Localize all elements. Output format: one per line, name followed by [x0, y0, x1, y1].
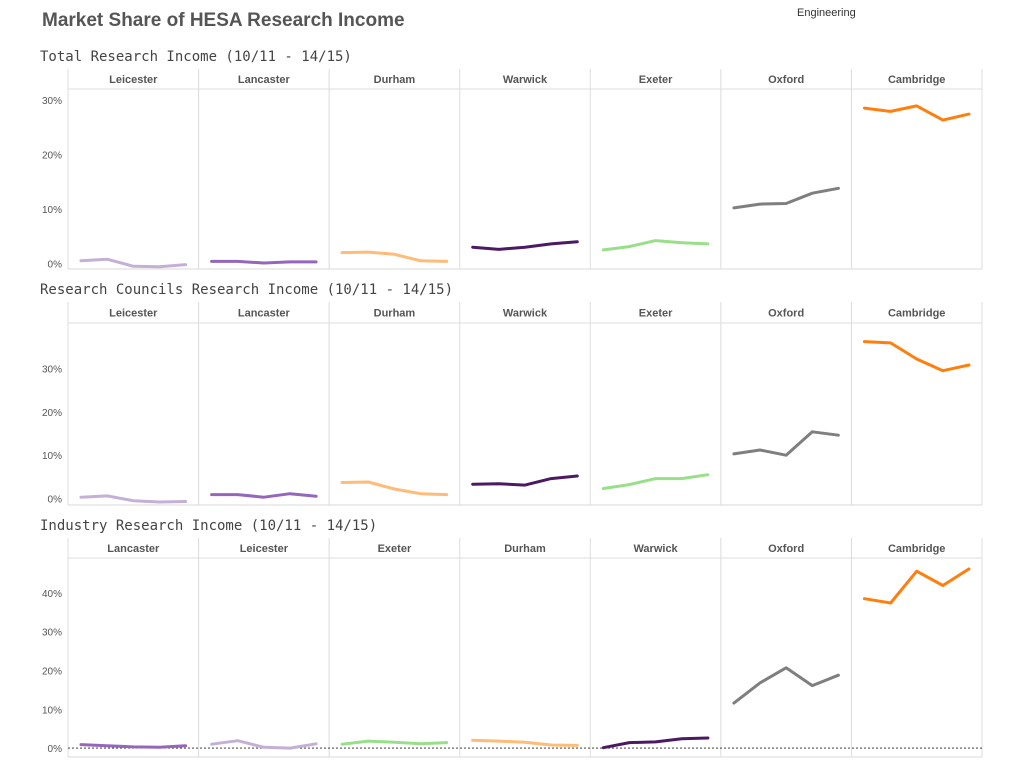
chart-3-panel-header-cambridge: Cambridge [888, 543, 945, 555]
chart-1-panel-header-leicester: Leicester [109, 74, 158, 86]
chart-1-panel-header-exeter: Exeter [639, 74, 673, 86]
chart-3-panel-header-warwick: Warwick [633, 543, 678, 555]
chart-3-panel-header-exeter: Exeter [378, 543, 412, 555]
chart-1-series-line-oxford [732, 186, 840, 210]
chart-2-y-tick-label: 20% [42, 408, 62, 419]
chart-3-series-line-oxford [732, 666, 840, 705]
chart-1-series-line-warwick [471, 240, 579, 251]
chart-2-panel-header-leicester: Leicester [109, 308, 158, 320]
chart-1-panel-header-durham: Durham [374, 74, 416, 86]
chart-1-series-line-exeter [601, 239, 710, 252]
chart-3-title: Industry Research Income (10/11 - 14/15) [40, 518, 377, 534]
chart-2-series-line-durham [340, 480, 449, 497]
chart-2-panel-header-cambridge: Cambridge [888, 308, 945, 320]
chart-3-y-tick-label: 30% [42, 628, 62, 639]
chart-2-panel-header-lancaster: Lancaster [238, 308, 291, 320]
chart-2-y-tick-label: 0% [48, 495, 63, 506]
chart-1-series-line-lancaster [210, 259, 318, 265]
chart-2-series-line-cambridge [862, 340, 971, 373]
chart-3-series-line-durham [471, 738, 579, 747]
chart-2-series-line-warwick [471, 474, 579, 487]
chart-2-panel-header-durham: Durham [374, 308, 416, 320]
page-title: Market Share of HESA Research Income [42, 10, 405, 31]
chart-3-panel-header-lancaster: Lancaster [107, 543, 160, 555]
chart-1-series-line-durham [340, 250, 449, 263]
chart-3-y-tick-label: 40% [42, 589, 62, 600]
chart-3-series-line-leicester [210, 739, 318, 750]
chart-2-panel-header-exeter: Exeter [639, 308, 673, 320]
chart-2-series-line-exeter [601, 473, 710, 490]
chart-1-y-tick-label: 10% [42, 205, 62, 216]
chart-1-y-tick-label: 20% [42, 150, 62, 161]
chart-3-series-line-lancaster [79, 743, 188, 749]
chart-2-y-tick-label: 30% [42, 365, 62, 376]
chart-3-panel-header-leicester: Leicester [240, 543, 289, 555]
chart-1-y-tick-label: 30% [42, 96, 62, 107]
chart-1-panel-header-warwick: Warwick [503, 74, 548, 86]
chart-1-panel-header-cambridge: Cambridge [888, 74, 945, 86]
chart-3-series-line-exeter [340, 739, 449, 746]
chart-2-panel-header-oxford: Oxford [768, 308, 804, 320]
chart-2-series-line-lancaster [210, 492, 318, 499]
chart-3-y-tick-label: 0% [48, 744, 63, 755]
chart-1-y-tick-label: 0% [48, 260, 63, 271]
chart-1-panel-header-oxford: Oxford [768, 74, 804, 86]
chart-1-panel-header-lancaster: Lancaster [238, 74, 291, 86]
chart-3-panel-header-oxford: Oxford [768, 543, 804, 555]
chart-2-y-tick-label: 10% [42, 451, 62, 462]
filter-label: Engineering [797, 7, 856, 19]
chart-3-y-tick-label: 10% [42, 705, 62, 716]
chart-1-series-line-cambridge [862, 104, 971, 122]
chart-3-y-tick-label: 20% [42, 666, 62, 677]
chart-2-panel-header-warwick: Warwick [503, 308, 548, 320]
chart-1-title: Total Research Income (10/11 - 14/15) [40, 49, 352, 65]
chart-3-series-line-cambridge [862, 567, 971, 605]
chart-2-series-line-oxford [732, 430, 840, 457]
chart-3-series-line-warwick [601, 736, 710, 750]
chart-2-title: Research Councils Research Income (10/11… [40, 282, 453, 298]
chart-3-panel-header-durham: Durham [504, 543, 546, 555]
chart-2-series-line-leicester [79, 494, 188, 504]
chart-1-series-line-leicester [79, 257, 188, 269]
